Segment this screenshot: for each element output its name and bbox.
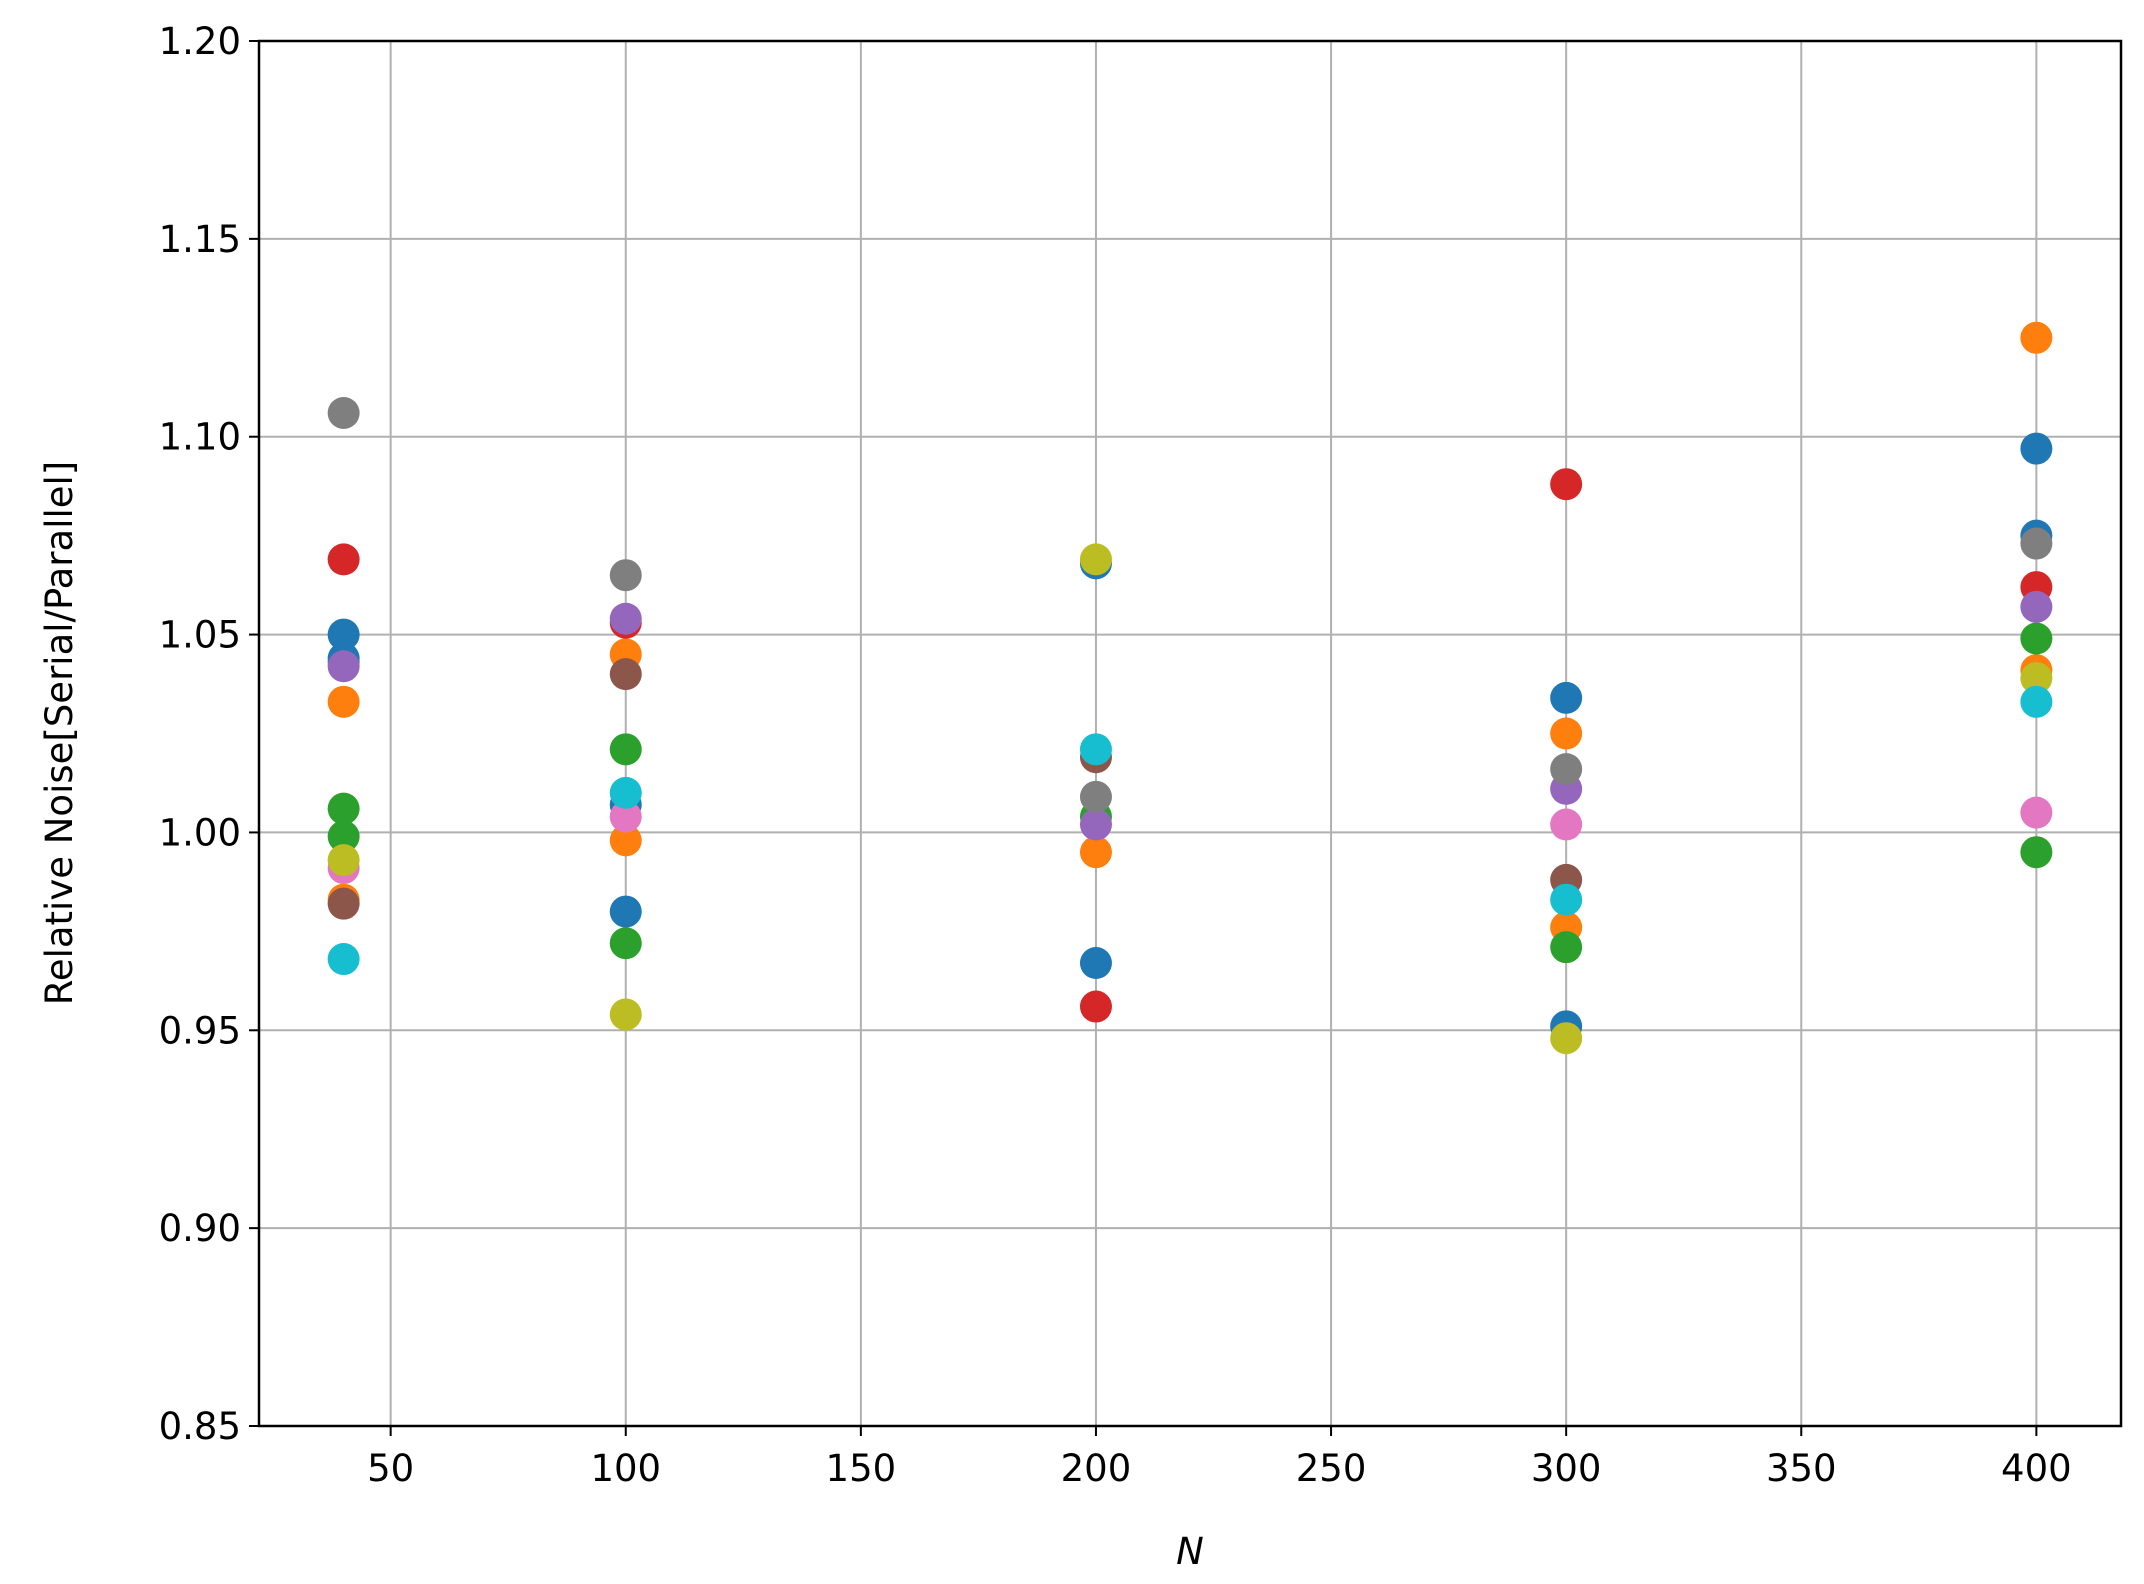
point <box>327 844 360 877</box>
point <box>2020 796 2053 829</box>
x-tick-label: 300 <box>1531 1447 1602 1490</box>
point <box>609 559 642 592</box>
y-tick-label: 1.00 <box>159 811 241 854</box>
point <box>1550 681 1583 714</box>
x-tick-label: 400 <box>2001 1447 2072 1490</box>
point <box>327 618 360 651</box>
point <box>1079 543 1112 576</box>
point <box>327 887 360 920</box>
x-tick-label: 200 <box>1061 1447 1132 1490</box>
point <box>609 733 642 766</box>
point <box>327 943 360 976</box>
x-tick-label: 100 <box>590 1447 661 1490</box>
point <box>327 650 360 683</box>
point <box>327 685 360 718</box>
point <box>1550 753 1583 786</box>
point <box>1550 468 1583 501</box>
point <box>1550 1022 1583 1055</box>
point <box>1079 947 1112 980</box>
point <box>1079 780 1112 813</box>
x-tick-label: 50 <box>367 1447 414 1490</box>
point <box>1079 808 1112 841</box>
y-tick-label: 1.20 <box>159 20 241 63</box>
x-tick-label: 150 <box>826 1447 897 1490</box>
point <box>2020 590 2053 623</box>
x-axis-label: N <box>1176 1530 1204 1573</box>
point <box>2020 432 2053 465</box>
point <box>609 776 642 809</box>
y-tick-label: 0.95 <box>159 1009 241 1052</box>
point <box>609 998 642 1031</box>
point <box>2020 662 2053 695</box>
point <box>327 396 360 429</box>
point <box>609 658 642 691</box>
x-tick-label: 350 <box>1766 1447 1837 1490</box>
point <box>609 602 642 635</box>
point <box>1550 883 1583 916</box>
y-tick-label: 1.15 <box>159 218 241 261</box>
point <box>1079 990 1112 1023</box>
point <box>1079 836 1112 869</box>
point <box>2020 836 2053 869</box>
x-tick-label: 250 <box>1296 1447 1367 1490</box>
point <box>1550 931 1583 964</box>
point <box>609 800 642 833</box>
point <box>2020 622 2053 655</box>
y-axis-label: Relative Noise[Serial/Parallel] <box>38 461 81 1005</box>
point <box>327 543 360 576</box>
point <box>609 895 642 928</box>
point <box>1079 733 1112 766</box>
point <box>1550 808 1583 841</box>
point <box>2020 527 2053 560</box>
y-tick-label: 1.10 <box>159 416 241 459</box>
point <box>327 792 360 825</box>
plot-frame <box>257 39 2123 1428</box>
y-tick-label: 0.85 <box>159 1405 241 1448</box>
y-tick-label: 1.05 <box>159 614 241 657</box>
point <box>2020 685 2053 718</box>
point <box>2020 321 2053 354</box>
point <box>609 927 642 960</box>
point <box>609 824 642 857</box>
y-tick-label: 0.90 <box>159 1207 241 1250</box>
point <box>327 820 360 853</box>
point <box>1550 717 1583 750</box>
